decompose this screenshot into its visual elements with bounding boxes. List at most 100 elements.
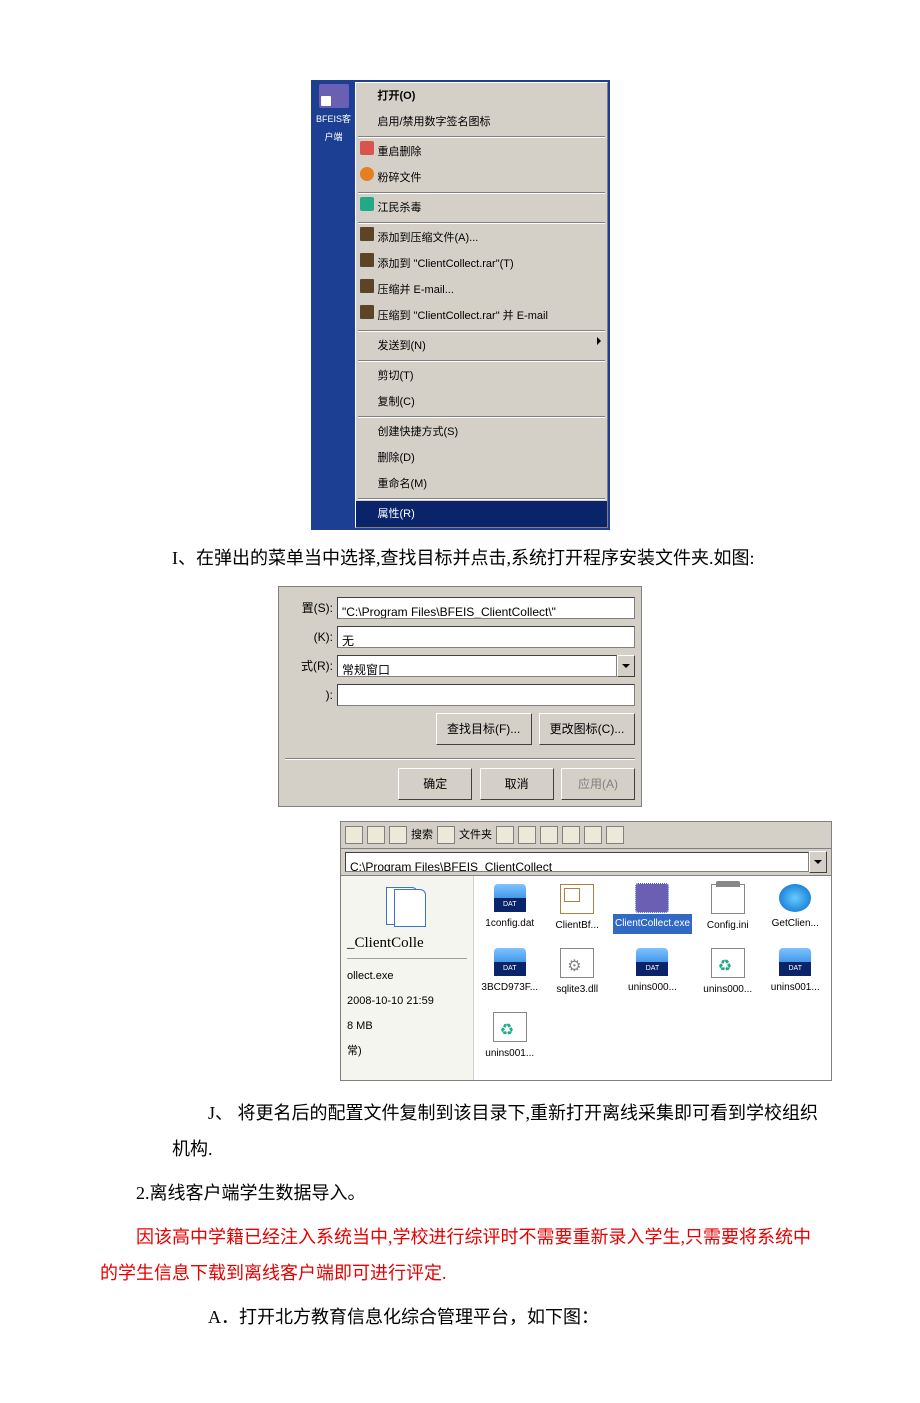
menu-item-icon bbox=[360, 253, 374, 267]
search-icon[interactable] bbox=[389, 826, 407, 844]
folders-icon[interactable] bbox=[437, 826, 455, 844]
nav-up-icon[interactable] bbox=[367, 826, 385, 844]
undo-icon[interactable] bbox=[584, 826, 602, 844]
explorer-side-panel: _ClientColle ollect.exe 2008-10-10 21:59… bbox=[341, 876, 474, 1080]
file-label: ClientCollect.exe bbox=[613, 914, 692, 934]
field-run[interactable]: 常规窗口 bbox=[337, 655, 617, 677]
menu-item[interactable]: 重启删除 bbox=[356, 139, 607, 165]
views-icon[interactable] bbox=[606, 826, 624, 844]
file-item[interactable]: unins000... bbox=[613, 948, 692, 1008]
dropdown-run-icon[interactable] bbox=[617, 655, 635, 677]
menu-item[interactable]: 创建快捷方式(S) bbox=[356, 419, 607, 445]
file-item[interactable]: 3BCD973F... bbox=[478, 948, 541, 1008]
file-icon bbox=[711, 884, 745, 914]
file-item[interactable]: unins001... bbox=[478, 1012, 541, 1072]
file-label: unins001... bbox=[764, 978, 828, 998]
menu-item[interactable]: 压缩到 "ClientCollect.rar" 并 E-mail bbox=[356, 303, 607, 329]
nav-back-icon[interactable] bbox=[345, 826, 363, 844]
ok-button[interactable]: 确定 bbox=[398, 768, 472, 800]
menu-item[interactable]: 启用/禁用数字签名图标 bbox=[356, 109, 607, 135]
submenu-arrow-icon bbox=[597, 337, 601, 345]
file-icon bbox=[493, 1012, 527, 1042]
field-start-in[interactable]: "C:\Program Files\BFEIS_ClientCollect\" bbox=[337, 597, 635, 619]
file-label: GetClien... bbox=[764, 914, 828, 934]
menu-item-label: 添加到压缩文件(A)... bbox=[378, 232, 479, 244]
file-label: ClientBf... bbox=[545, 916, 608, 936]
menu-item[interactable]: 压缩并 E-mail... bbox=[356, 277, 607, 303]
file-icon bbox=[711, 948, 745, 978]
toolbar-folders-label[interactable]: 文件夹 bbox=[459, 824, 492, 846]
menu-item[interactable]: 属性(R) bbox=[356, 501, 607, 527]
delete-icon[interactable] bbox=[562, 826, 580, 844]
menu-item-label: 发送到(N) bbox=[378, 340, 426, 352]
address-dropdown-icon[interactable] bbox=[809, 851, 827, 873]
file-item[interactable]: unins000... bbox=[696, 948, 759, 1008]
menu-item-label: 启用/禁用数字签名图标 bbox=[378, 116, 491, 128]
menu-item[interactable]: 复制(C) bbox=[356, 389, 607, 415]
label-comment: ): bbox=[285, 683, 337, 707]
menu-item-label: 剪切(T) bbox=[378, 370, 414, 382]
menu-item[interactable]: 江民杀毒 bbox=[356, 195, 607, 221]
file-item[interactable]: Config.ini bbox=[696, 884, 759, 944]
file-icon bbox=[494, 884, 526, 912]
side-filename: ollect.exe bbox=[347, 965, 467, 987]
file-icon bbox=[636, 948, 668, 976]
menu-item[interactable]: 重命名(M) bbox=[356, 471, 607, 497]
address-field[interactable]: C:\Program Files\BFEIS_ClientCollect bbox=[345, 852, 809, 872]
paragraph-J: J、 将更名后的配置文件复制到该目录下,重新打开离线采集即可看到学校组织机构. bbox=[172, 1095, 820, 1167]
menu-item-icon bbox=[360, 197, 374, 211]
menu-item-label: 属性(R) bbox=[378, 508, 415, 520]
explorer-file-grid: 1config.datClientBf...ClientCollect.exeC… bbox=[474, 876, 831, 1080]
menu-separator bbox=[358, 330, 605, 332]
file-label: unins000... bbox=[696, 980, 759, 1000]
explorer-address-bar: C:\Program Files\BFEIS_ClientCollect bbox=[341, 849, 831, 876]
field-shortcut-key[interactable]: 无 bbox=[337, 626, 635, 648]
field-comment[interactable] bbox=[337, 684, 635, 706]
file-item[interactable]: ClientCollect.exe bbox=[613, 884, 692, 944]
file-icon bbox=[560, 884, 594, 914]
copy-icon[interactable] bbox=[540, 826, 558, 844]
file-item[interactable]: sqlite3.dll bbox=[545, 948, 608, 1008]
context-menu-screenshot: BFEIS客户端 打开(O)启用/禁用数字签名图标重启删除粉碎文件江民杀毒添加到… bbox=[311, 80, 610, 530]
menu-item[interactable]: 发送到(N) bbox=[356, 333, 607, 359]
paragraph-red-note: 因该高中学籍已经注入系统当中,学校进行综评时不需要重新录入学生,只需要将系统中的… bbox=[100, 1219, 820, 1291]
paragraph-A: A．打开北方教育信息化综合管理平台，如下图： bbox=[172, 1299, 820, 1335]
file-item[interactable]: ClientBf... bbox=[545, 884, 608, 944]
menu-item-label: 删除(D) bbox=[378, 452, 415, 464]
menu-item[interactable]: 添加到压缩文件(A)... bbox=[356, 225, 607, 251]
file-item[interactable]: GetClien... bbox=[764, 884, 828, 944]
menu-item-label: 压缩到 "ClientCollect.rar" 并 E-mail bbox=[378, 310, 548, 322]
paragraph-2: 2.离线客户端学生数据导入。 bbox=[100, 1175, 820, 1211]
menu-item-label: 压缩并 E-mail... bbox=[378, 284, 454, 296]
find-target-button[interactable]: 查找目标(F)... bbox=[436, 713, 532, 745]
menu-item[interactable]: 打开(O) bbox=[356, 83, 607, 109]
explorer-screenshot: 搜索 文件夹 C:\Program Files\BFEIS_ClientColl… bbox=[340, 821, 832, 1081]
apply-button[interactable]: 应用(A) bbox=[561, 768, 635, 800]
file-item[interactable]: 1config.dat bbox=[478, 884, 541, 944]
file-icon bbox=[636, 884, 668, 912]
file-label: 3BCD973F... bbox=[478, 978, 541, 998]
menu-item-icon bbox=[360, 167, 374, 181]
menu-item-label: 创建快捷方式(S) bbox=[378, 426, 459, 438]
change-icon-button[interactable]: 更改图标(C)... bbox=[539, 713, 635, 745]
menu-item[interactable]: 删除(D) bbox=[356, 445, 607, 471]
label-shortcut-key: (K): bbox=[285, 625, 337, 649]
menu-item-label: 重启删除 bbox=[378, 146, 422, 158]
menu-item[interactable]: 粉碎文件 bbox=[356, 165, 607, 191]
menu-item-label: 复制(C) bbox=[378, 396, 415, 408]
label-start-in: 置(S): bbox=[285, 596, 337, 620]
explorer-toolbar: 搜索 文件夹 bbox=[341, 822, 831, 849]
menu-separator bbox=[358, 498, 605, 500]
menu-item[interactable]: 剪切(T) bbox=[356, 363, 607, 389]
menu-item[interactable]: 添加到 "ClientCollect.rar"(T) bbox=[356, 251, 607, 277]
file-icon bbox=[779, 884, 811, 912]
file-label: sqlite3.dll bbox=[545, 980, 608, 1000]
cancel-button[interactable]: 取消 bbox=[480, 768, 554, 800]
side-title: _ClientColle bbox=[347, 928, 467, 959]
file-item[interactable]: unins001... bbox=[764, 948, 828, 1008]
move-icon[interactable] bbox=[518, 826, 536, 844]
toolbar-search-label[interactable]: 搜索 bbox=[411, 824, 433, 846]
properties-dialog-screenshot: 置(S): "C:\Program Files\BFEIS_ClientColl… bbox=[278, 586, 642, 807]
file-icon bbox=[779, 948, 811, 976]
paragraph-I: I、在弹出的菜单当中选择,查找目标并点击,系统打开程序安装文件夹.如图: bbox=[136, 540, 820, 576]
